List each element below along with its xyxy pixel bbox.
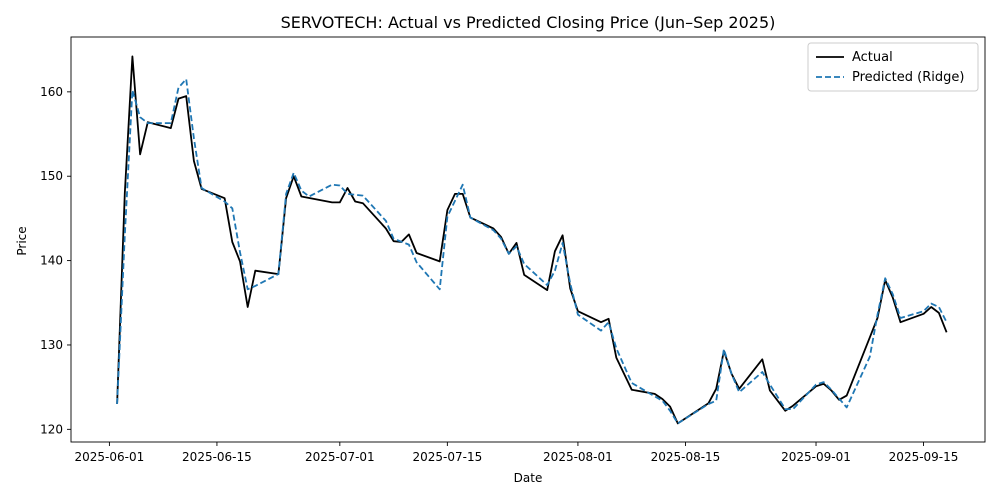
y-axis: 120 130 140 150 160 — [40, 85, 71, 436]
series-line-actual — [116, 55, 948, 425]
x-tick-label: 2025-09-15 — [889, 450, 959, 464]
chart-title: SERVOTECH: Actual vs Predicted Closing P… — [281, 13, 776, 32]
legend-label-actual: Actual — [852, 50, 893, 65]
y-tick-label: 140 — [40, 254, 63, 268]
x-axis-label: Date — [514, 471, 543, 485]
y-axis-label: Price — [15, 226, 29, 255]
x-tick-label: 2025-09-01 — [781, 450, 851, 464]
x-tick-label: 2025-06-15 — [182, 450, 252, 464]
x-axis: 2025-06-01 2025-06-15 2025-07-01 2025-07-15… — [75, 442, 959, 464]
plot-area — [116, 55, 948, 425]
x-tick-label: 2025-07-15 — [412, 450, 482, 464]
legend-box — [807, 42, 979, 92]
x-tick-label: 2025-08-01 — [543, 450, 613, 464]
x-tick-label: 2025-06-01 — [75, 450, 145, 464]
series-line-predicted — [116, 78, 948, 425]
y-tick-label: 130 — [40, 338, 63, 352]
legend-label-predicted: Predicted (Ridge) — [852, 70, 964, 85]
y-tick-label: 160 — [40, 85, 63, 99]
x-tick-label: 2025-07-01 — [305, 450, 375, 464]
plot-frame — [70, 36, 986, 443]
y-tick-label: 150 — [40, 169, 63, 183]
x-tick-label: 2025-08-15 — [651, 450, 721, 464]
y-tick-label: 120 — [40, 422, 63, 436]
legend: Actual Predicted (Ridge) — [807, 42, 979, 92]
